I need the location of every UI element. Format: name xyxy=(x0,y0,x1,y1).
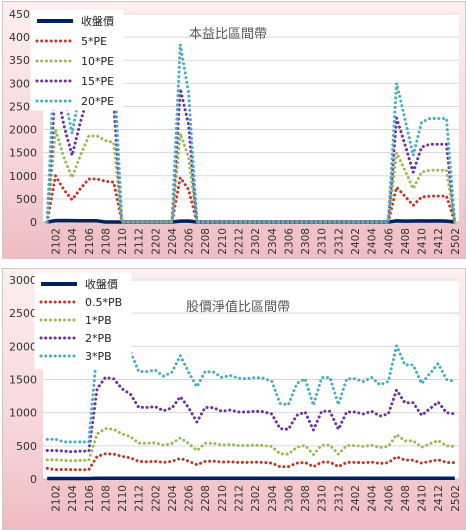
x-tick-label: 2104 xyxy=(67,485,79,512)
y-tick-label: 1000 xyxy=(9,170,37,183)
x-tick-label: 2404 xyxy=(367,228,379,255)
pe-band-chart: 0 500 1000 1500 2000 2500 3000 3500 4000 4500 2102… xyxy=(9,8,462,255)
x-tick-label: 2202 xyxy=(150,485,162,512)
y-tick-label: 1500 xyxy=(9,374,37,387)
series-line-1 xyxy=(45,452,457,472)
chart-title: 股價淨值比區間帶 xyxy=(186,299,290,315)
y-tick-label: 3000 xyxy=(9,274,37,287)
x-tick-label: 2410 xyxy=(417,228,429,255)
series-line-3 xyxy=(45,81,457,224)
x-tick-label: 2210 xyxy=(217,228,229,255)
x-tick-label: 2308 xyxy=(300,228,312,255)
x-tick-label: 2206 xyxy=(184,485,196,512)
x-tick-label: 2304 xyxy=(267,228,279,255)
x-tick-label: 2106 xyxy=(84,485,96,512)
legend-label: 0.5*PB xyxy=(85,296,122,309)
legend-label: 收盤價 xyxy=(85,277,118,291)
x-tick-label: 2304 xyxy=(267,485,279,512)
x-tick-label: 2402 xyxy=(350,228,362,255)
legend-label: 20*PE xyxy=(81,95,114,108)
legend-label: 2*PB xyxy=(85,332,112,345)
x-tick-label: 2212 xyxy=(234,485,246,512)
x-tick-label: 2208 xyxy=(200,228,212,255)
pe-band-chart-panel: 0 500 1000 1500 2000 2500 3000 3500 4000 4500 2102… xyxy=(2,1,466,260)
y-tick-label: 2500 xyxy=(9,100,37,113)
x-tick-label: 2408 xyxy=(400,228,412,255)
x-tick-label: 2306 xyxy=(283,485,295,512)
x-tick-label: 2302 xyxy=(250,228,262,255)
y-tick-label: 4500 xyxy=(9,8,37,21)
x-tick-label: 2110 xyxy=(117,228,129,255)
series-line-4 xyxy=(45,324,457,444)
y-tick-label: 2500 xyxy=(9,307,37,320)
pb-band-chart: 0 500 1000 1500 2000 2500 3000 2102 2104 2106 2108… xyxy=(9,272,462,512)
x-tick-label: 2410 xyxy=(417,485,429,512)
x-tick-label: 2408 xyxy=(400,485,412,512)
series-line-2 xyxy=(45,427,457,463)
x-tick-label: 2104 xyxy=(67,228,79,255)
legend-label: 3*PB xyxy=(85,350,112,363)
x-tick-label: 2112 xyxy=(134,485,146,512)
x-tick-label: 2502 xyxy=(450,228,462,255)
x-tick-label: 2502 xyxy=(450,485,462,512)
y-tick-label: 500 xyxy=(16,193,37,206)
legend-label: 1*PB xyxy=(85,314,112,327)
x-tick-label: 2302 xyxy=(250,485,262,512)
x-tick-label: 2312 xyxy=(333,485,345,512)
x-tick-label: 2112 xyxy=(134,228,146,255)
x-tick-label: 2406 xyxy=(383,485,395,512)
y-tick-label: 500 xyxy=(16,440,37,453)
x-tick-label: 2412 xyxy=(433,485,445,512)
y-tick-label: 3500 xyxy=(9,54,37,67)
x-tick-label: 2404 xyxy=(367,485,379,512)
x-tick-label: 2110 xyxy=(117,485,129,512)
chart-separator xyxy=(0,259,466,267)
x-tick-label: 2402 xyxy=(350,485,362,512)
legend-label: 15*PE xyxy=(81,75,114,88)
y-tick-label: 3000 xyxy=(9,77,37,90)
x-tick-label: 2206 xyxy=(184,228,196,255)
y-tick-label: 0 xyxy=(30,216,37,229)
x-tick-label: 2204 xyxy=(167,228,179,255)
x-tick-label: 2210 xyxy=(217,485,229,512)
x-tick-label: 2308 xyxy=(300,485,312,512)
legend-label: 收盤價 xyxy=(81,14,114,28)
x-tick-label: 2212 xyxy=(234,228,246,255)
y-tick-label: 4000 xyxy=(9,31,37,44)
x-tick-label: 2102 xyxy=(50,228,62,255)
x-tick-label: 2406 xyxy=(383,228,395,255)
x-tick-label: 2204 xyxy=(167,485,179,512)
legend-label: 10*PE xyxy=(81,55,114,68)
legend-label: 5*PE xyxy=(81,35,107,48)
y-tick-label: 1500 xyxy=(9,147,37,160)
x-tick-label: 2106 xyxy=(84,228,96,255)
x-tick-label: 2108 xyxy=(100,228,112,255)
chart-title: 本益比區間帶 xyxy=(189,27,267,42)
y-tick-label: 1000 xyxy=(9,407,37,420)
x-tick-label: 2310 xyxy=(317,228,329,255)
x-tick-label: 2108 xyxy=(100,485,112,512)
x-tick-label: 2208 xyxy=(200,485,212,512)
x-tick-label: 2202 xyxy=(150,228,162,255)
x-tick-label: 2312 xyxy=(333,228,345,255)
y-tick-label: 0 xyxy=(30,473,37,486)
y-tick-label: 2000 xyxy=(9,340,37,353)
x-tick-label: 2412 xyxy=(433,228,445,255)
x-tick-label: 2306 xyxy=(283,228,295,255)
pb-band-chart-panel: 0 500 1000 1500 2000 2500 3000 2102 2104 2106 2108… xyxy=(2,268,466,530)
x-tick-label: 2102 xyxy=(50,485,62,512)
x-tick-label: 2310 xyxy=(317,485,329,512)
y-tick-label: 2000 xyxy=(9,124,37,137)
